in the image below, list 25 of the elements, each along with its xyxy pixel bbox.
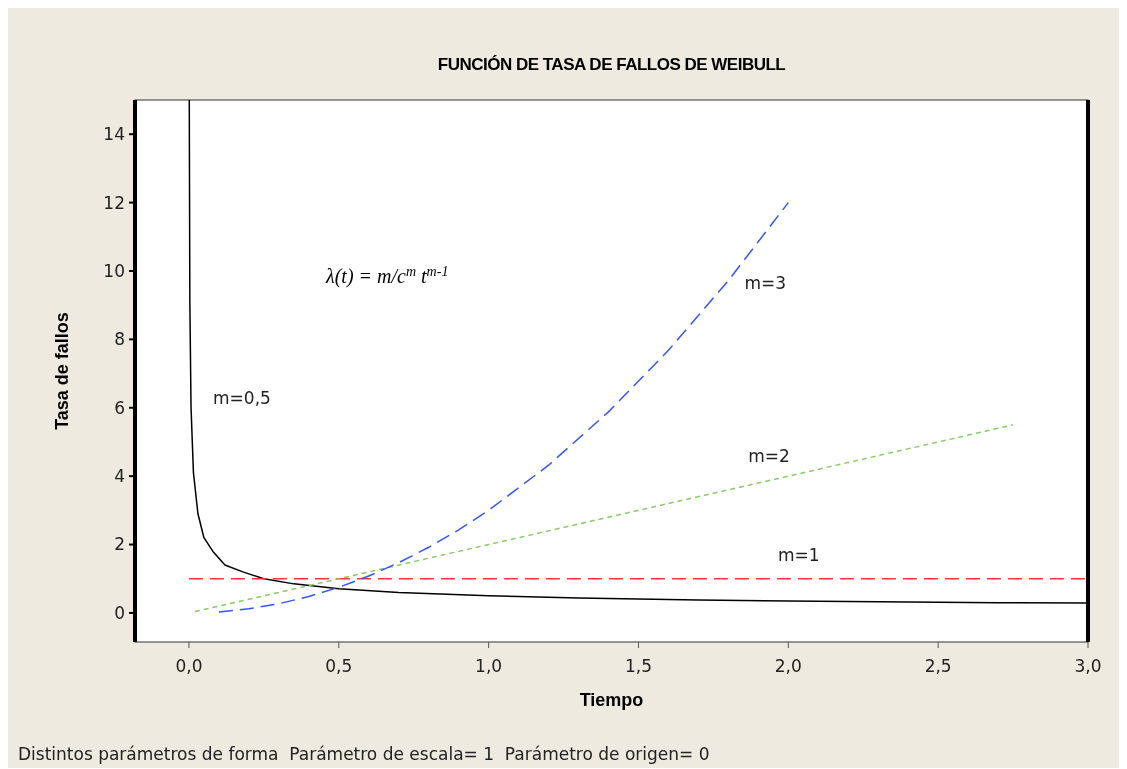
y-axis-title: Tasa de fallos bbox=[52, 312, 72, 430]
x-tick-label: 0,0 bbox=[175, 656, 203, 676]
y-tick-label: 6 bbox=[114, 397, 125, 418]
y-tick-label: 14 bbox=[103, 124, 125, 145]
y-tick-label: 8 bbox=[114, 329, 125, 350]
y-tick-label: 2 bbox=[114, 534, 125, 555]
x-axis-title: Tiempo bbox=[579, 690, 644, 710]
line-series bbox=[194, 424, 1014, 613]
y-tick-label: 10 bbox=[103, 260, 125, 281]
series-label: m=0,5 bbox=[213, 387, 271, 408]
annotation: λ(t) = m/c$^{m}$ t$^{m-1}$ bbox=[325, 263, 449, 288]
series-label: m=2 bbox=[748, 446, 790, 467]
series-label: m=3 bbox=[744, 272, 786, 293]
y-tick-label: 4 bbox=[114, 466, 125, 487]
x-tick-label: 0,5 bbox=[325, 656, 353, 676]
series-label: m=1 bbox=[778, 544, 820, 565]
y-tick-label: 0 bbox=[114, 602, 125, 623]
x-tick-label: 2,5 bbox=[924, 656, 952, 676]
x-tick-label: 2,0 bbox=[774, 656, 802, 676]
x-tick-label: 3,0 bbox=[1074, 656, 1102, 676]
x-tick-label: 1,0 bbox=[475, 656, 503, 676]
text: Distintos parámetros de forma Parámetro de escala= 1 Parámetro de origen= 0 bbox=[18, 744, 710, 764]
x-tick-label: 1,5 bbox=[624, 656, 652, 676]
y-tick-label: 12 bbox=[103, 192, 125, 213]
chart-title: FUNCIÓN DE TASA DE FALLOS DE WEIBULL bbox=[437, 55, 786, 74]
